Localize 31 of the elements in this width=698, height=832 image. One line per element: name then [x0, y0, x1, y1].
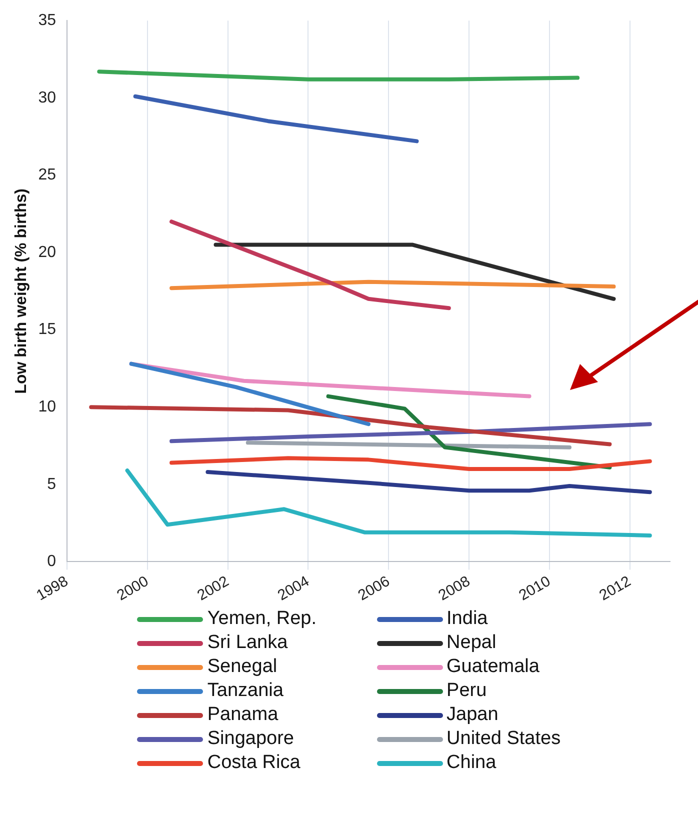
y-tick-label: 10: [38, 398, 56, 416]
x-tick-label: 2002: [194, 572, 232, 604]
legend-label: Senegal: [207, 656, 278, 678]
y-tick-label: 0: [47, 553, 56, 570]
x-tick-label: 2012: [596, 572, 634, 604]
legend-label: Japan: [446, 704, 498, 726]
x-tick-label: 2008: [436, 572, 474, 604]
legend-label: China: [446, 752, 496, 774]
legend-label: India: [446, 608, 488, 630]
y-tick-label: 25: [38, 166, 56, 184]
y-axis-title: Low birth weight (% births): [13, 188, 30, 394]
legend-label: Tanzania: [207, 680, 284, 702]
legend-label: Yemen, Rep.: [207, 608, 317, 630]
legend-label: United States: [446, 728, 561, 750]
y-tick-label: 5: [47, 476, 56, 493]
x-tick-label: 2006: [355, 572, 393, 604]
legend-label: Peru: [446, 680, 487, 702]
y-tick-label: 20: [38, 244, 56, 261]
x-tick-label: 1998: [34, 572, 72, 604]
x-tick-label: 2000: [114, 572, 152, 604]
legend-label: Sri Lanka: [207, 632, 288, 654]
x-tick-label: 2004: [274, 572, 312, 604]
y-tick-label: 35: [38, 12, 56, 30]
y-tick-label: 15: [38, 321, 56, 338]
y-tick-label: 30: [38, 89, 56, 106]
legend-label: Panama: [207, 704, 278, 726]
legend-label: Costa Rica: [207, 752, 300, 774]
legend-label: Singapore: [207, 728, 294, 750]
x-tick-label: 2010: [516, 572, 554, 604]
legend-label: Guatemala: [446, 656, 540, 678]
legend-label: Nepal: [446, 632, 496, 654]
